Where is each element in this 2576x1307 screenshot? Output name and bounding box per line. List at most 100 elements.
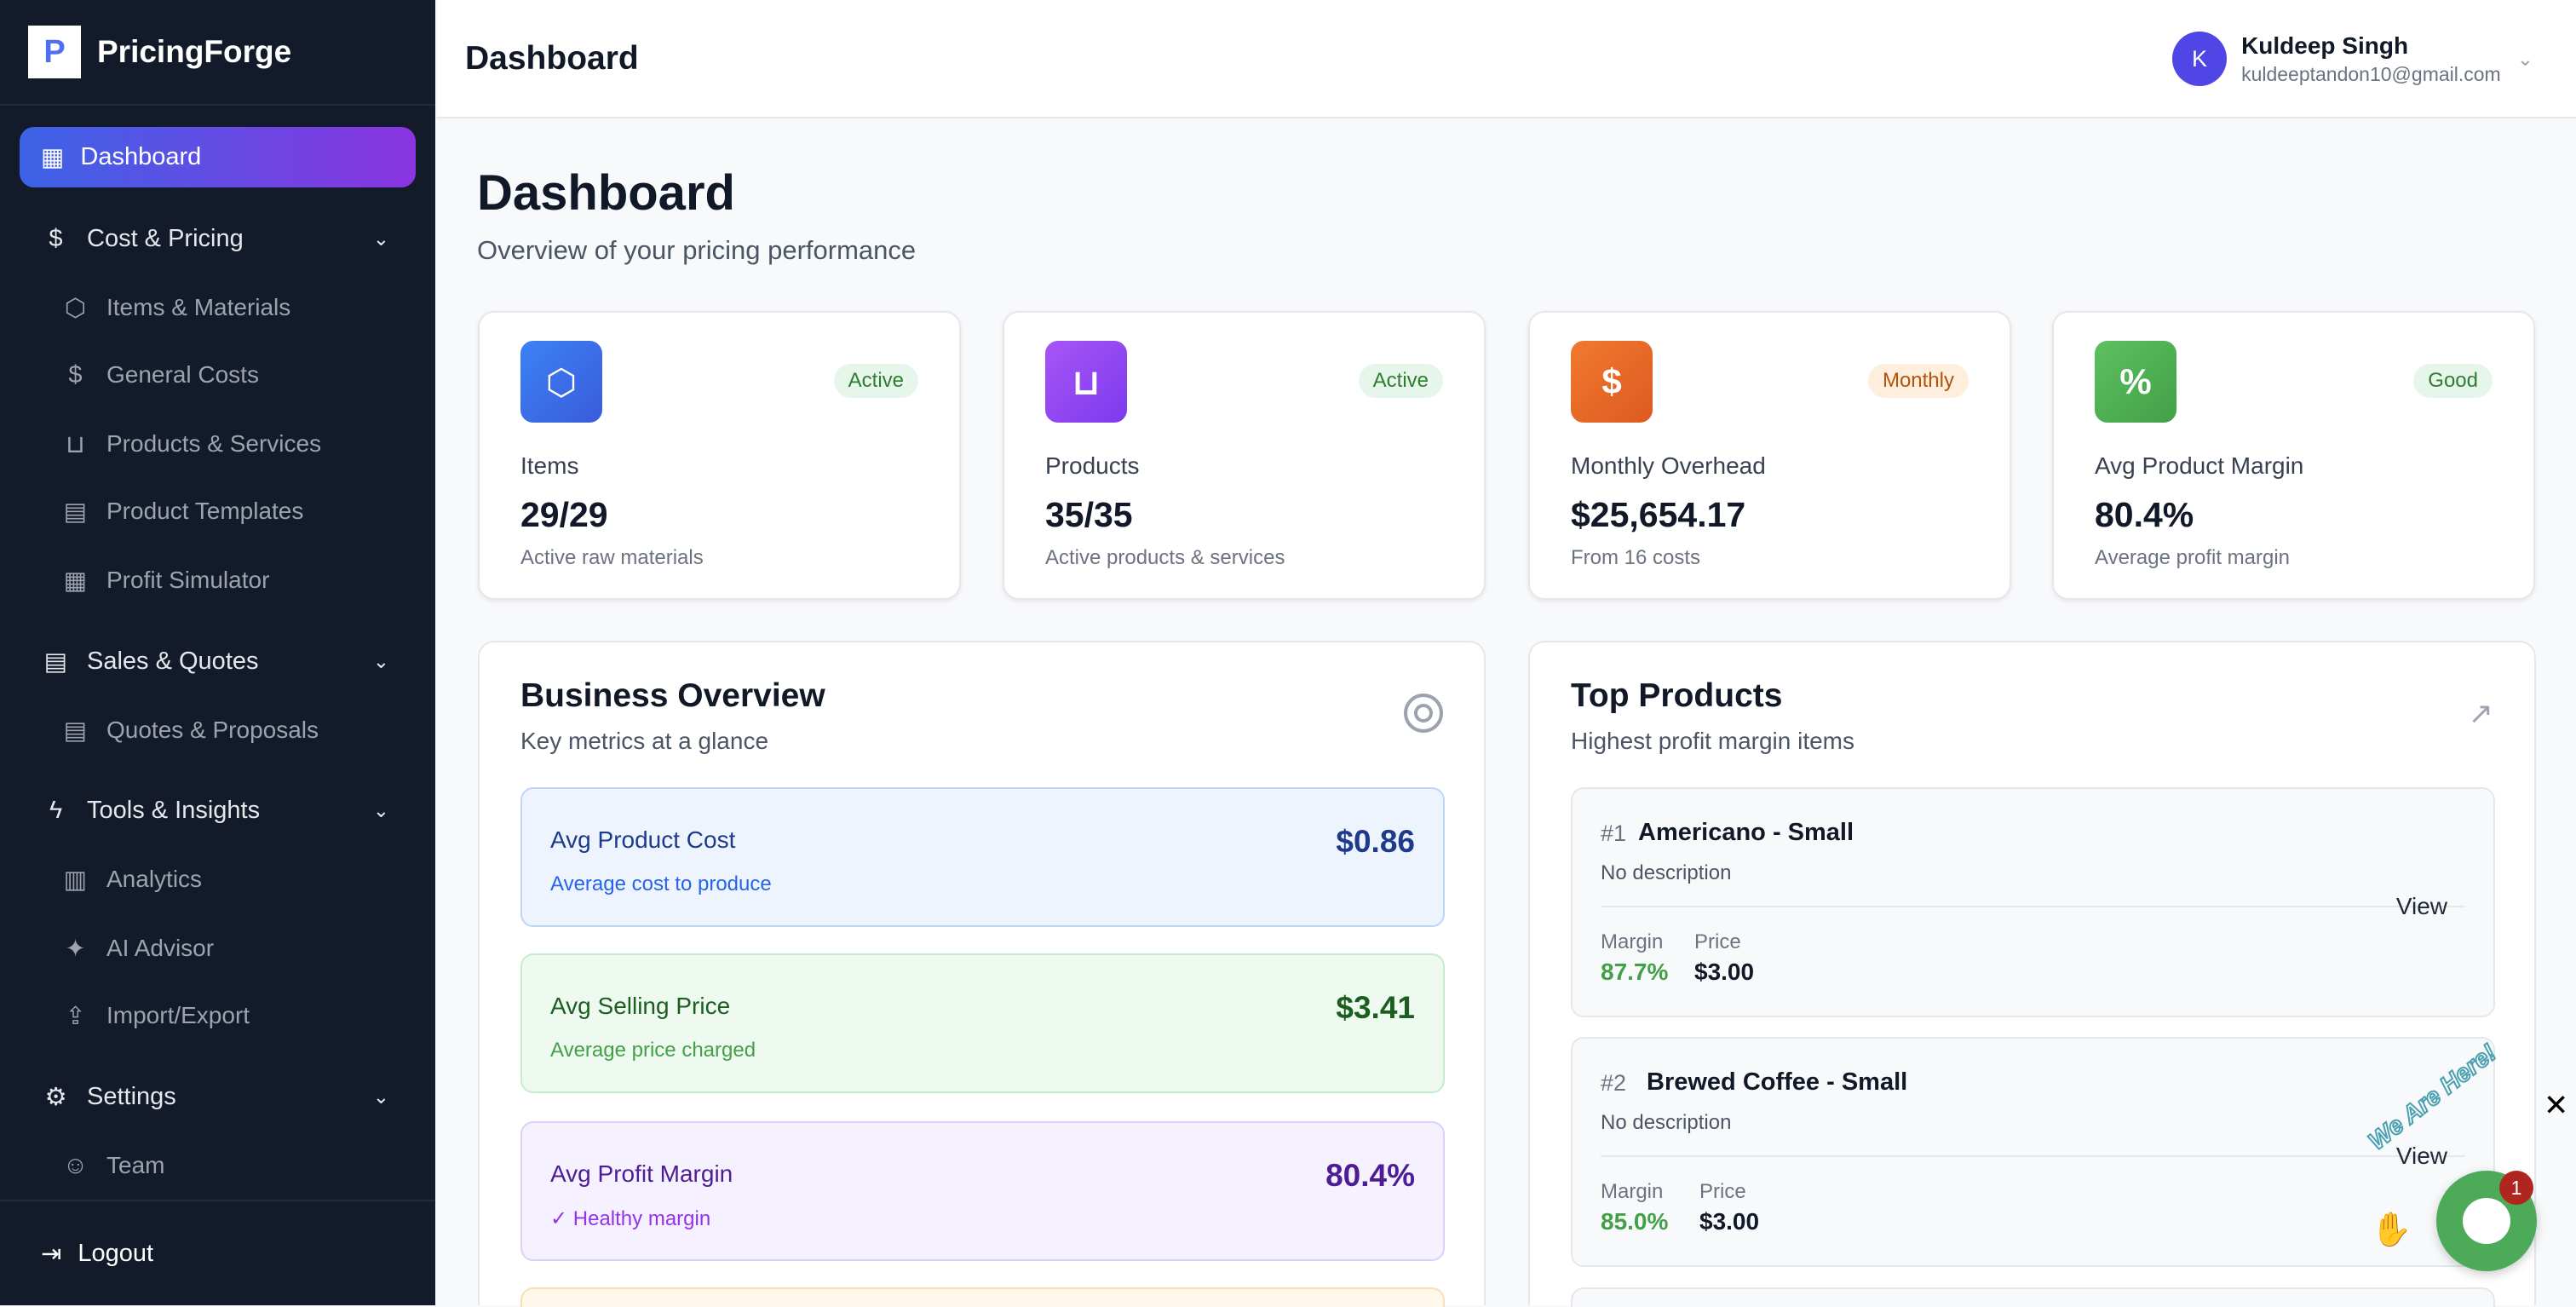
divider <box>1601 906 2465 907</box>
metric-desc: Average cost to produce <box>550 872 772 895</box>
sidebar-group-settings[interactable]: ⚙ Settings ⌄ <box>0 1077 435 1116</box>
sidebar-item-dashboard[interactable]: ▦ Dashboard <box>20 127 416 187</box>
sidebar-group-tools-insights[interactable]: ϟ Tools & Insights ⌄ <box>0 791 435 830</box>
stat-card-items: ⬡ Active Items 29/29 Active raw material… <box>478 311 961 600</box>
product-row <box>1571 1287 2495 1307</box>
price-value: $3.00 <box>1694 959 1755 985</box>
user-menu[interactable]: K Kuldeep Singh kuldeeptandon10@gmail.com… <box>2172 32 2533 86</box>
item-label: Products & Services <box>106 430 322 457</box>
price-label: Price <box>1694 930 1741 953</box>
view-button[interactable]: View <box>2395 893 2447 919</box>
user-name: Kuldeep Singh <box>2241 32 2409 59</box>
panel-subtitle: Highest profit margin items <box>1571 728 1855 754</box>
gear-icon: ⚙ <box>44 1083 67 1111</box>
stat-desc: Average profit margin <box>2095 546 2291 569</box>
sidebar-group-cost-pricing[interactable]: $ Cost & Pricing ⌄ <box>0 219 435 258</box>
waving-hand-icon: ✋ <box>2371 1212 2412 1248</box>
sidebar-item-products-services[interactable]: ⊔ Products & Services <box>0 426 435 462</box>
product-name: Americano - Small <box>1638 819 1854 846</box>
metric-avg-selling-price: Avg Selling Price Average price charged … <box>520 953 1445 1093</box>
sidebar-group-sales-quotes[interactable]: ▤ Sales & Quotes ⌄ <box>0 642 435 681</box>
sidebar-item-team[interactable]: ☺ Team <box>0 1148 435 1183</box>
logout-button[interactable]: ⇥ Logout <box>0 1200 435 1305</box>
sidebar-item-quotes-proposals[interactable]: ▤ Quotes & Proposals <box>0 712 435 748</box>
stat-value: 35/35 <box>1045 495 1133 534</box>
sidebar-item-general-costs[interactable]: $ General Costs <box>0 357 435 393</box>
bar-chart-icon: ▥ <box>63 866 88 894</box>
view-button[interactable]: View <box>2395 1143 2447 1169</box>
sparkles-icon: ✦ <box>65 935 86 963</box>
upload-icon: ⇪ <box>65 1002 86 1030</box>
stat-value: 29/29 <box>520 495 608 534</box>
stat-desc: From 16 costs <box>1571 546 1701 569</box>
product-desc: No description <box>1601 1111 1732 1134</box>
brand[interactable]: P PricingForge <box>0 0 435 106</box>
item-label: General Costs <box>106 361 259 388</box>
group-label: Sales & Quotes <box>87 647 259 675</box>
stat-desc: Active products & services <box>1045 546 1285 569</box>
close-chat-icon[interactable]: ✕ <box>2544 1089 2569 1122</box>
chevron-down-icon: ⌄ <box>372 649 389 672</box>
product-row: #1 Americano - Small No description Marg… <box>1571 787 2495 1017</box>
product-row: #2 Brewed Coffee - Small No description … <box>1571 1037 2495 1267</box>
logout-icon: ⇥ <box>41 1240 62 1268</box>
top-header: Dashboard K Kuldeep Singh kuldeeptandon10… <box>437 0 2576 118</box>
dollar-icon: $ <box>68 360 83 389</box>
metric-avg-product-cost: Avg Product Cost Average cost to produce… <box>520 787 1445 927</box>
status-badge: Monthly <box>1867 364 1969 398</box>
target-icon <box>1404 694 1443 733</box>
stat-label: Products <box>1045 452 1140 479</box>
sidebar-item-import-export[interactable]: ⇪ Import/Export <box>0 998 435 1034</box>
metric-avg-profit-margin: Avg Profit Margin ✓ Healthy margin 80.4% <box>520 1121 1445 1261</box>
file-icon: ▤ <box>63 498 88 526</box>
chevron-down-icon: ⌄ <box>372 227 389 250</box>
divider <box>1601 1155 2465 1157</box>
business-overview-panel: Business Overview Key metrics at a glanc… <box>478 641 1486 1307</box>
metric-label: Avg Product Cost <box>550 826 736 853</box>
metric-label: Avg Selling Price <box>550 993 731 1019</box>
group-label: Cost & Pricing <box>87 224 244 252</box>
metric-label: Avg Profit Margin <box>550 1160 733 1187</box>
logout-label: Logout <box>78 1239 154 1267</box>
price-label: Price <box>1699 1180 1746 1203</box>
dollar-icon: $ <box>49 224 63 252</box>
metric-desc: Average price charged <box>550 1039 756 1062</box>
margin-value: 85.0% <box>1601 1208 1669 1235</box>
product-name: Brewed Coffee - Small <box>1647 1068 1908 1096</box>
status-badge: Active <box>833 364 918 398</box>
avatar: K <box>2172 32 2228 86</box>
sidebar-item-product-templates[interactable]: ▤ Product Templates <box>0 493 435 529</box>
status-badge: Good <box>2413 364 2493 398</box>
sidebar-item-items-materials[interactable]: ⬡ Items & Materials <box>0 290 435 325</box>
margin-value: 87.7% <box>1601 959 1669 985</box>
item-label: Team <box>106 1152 165 1178</box>
margin-label: Margin <box>1601 1180 1664 1203</box>
stat-value: 80.4% <box>2095 495 2194 534</box>
group-label: Tools & Insights <box>87 796 261 824</box>
item-label: Profit Simulator <box>106 567 270 593</box>
sidebar-item-ai-advisor[interactable]: ✦ AI Advisor <box>0 930 435 966</box>
sidebar-item-profit-simulator[interactable]: ▦ Profit Simulator <box>0 562 435 598</box>
page-title: Dashboard <box>477 165 735 221</box>
stat-desc: Active raw materials <box>520 546 704 569</box>
layout-grid-icon: ▦ <box>41 144 65 171</box>
item-label: Items & Materials <box>106 294 291 320</box>
panel-title: Business Overview <box>520 677 825 714</box>
top-products-panel: Top Products Highest profit margin items… <box>1528 641 2536 1307</box>
item-label: Import/Export <box>106 1002 250 1028</box>
item-label: Product Templates <box>106 498 304 524</box>
item-label: Quotes & Proposals <box>106 717 319 743</box>
app-name: PricingForge <box>97 34 292 69</box>
user-email: kuldeeptandon10@gmail.com <box>2241 62 2501 85</box>
chevron-down-icon: ⌄ <box>372 798 389 821</box>
file-text-icon: ▤ <box>43 648 68 676</box>
box-icon: ⬡ <box>64 294 87 322</box>
shopping-bag-icon: ⊔ <box>66 430 85 458</box>
stat-card-monthly-overhead: $ Monthly Monthly Overhead $25,654.17 Fr… <box>1528 311 2011 600</box>
item-label: Analytics <box>106 866 203 892</box>
metric-partial <box>520 1287 1445 1307</box>
stat-label: Items <box>520 452 579 479</box>
percent-icon: % <box>2095 341 2176 423</box>
sidebar-item-analytics[interactable]: ▥ Analytics <box>0 861 435 897</box>
shopping-bag-icon: ⊔ <box>1045 341 1127 423</box>
